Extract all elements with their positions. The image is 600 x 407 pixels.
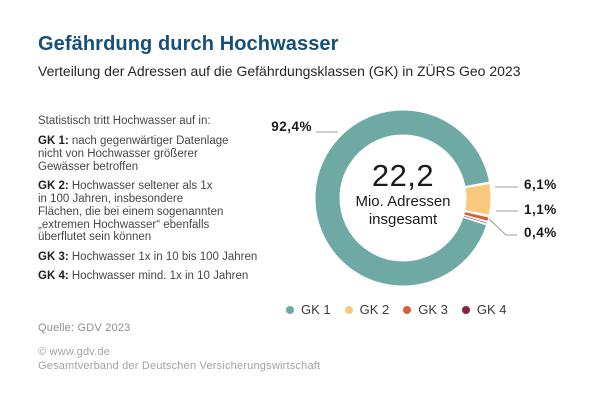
organization-name: Gesamtverband der Deutschen Versicherung… xyxy=(38,359,321,372)
description-gk1: GK 1: nach gegenwärtiger Datenlage nicht… xyxy=(38,135,270,173)
gk1-label: GK 1: xyxy=(38,135,69,148)
gk3-text: Hochwasser 1x in 10 bis 100 Jahren xyxy=(71,250,258,263)
total-label-line1: Mio. Adressen xyxy=(355,193,451,210)
description-gk4: GK 4: Hochwasser mind. 1x in 10 Jahren xyxy=(38,270,270,283)
donut-slice-gk1 xyxy=(315,110,489,286)
total-label-line2: insgesamt xyxy=(368,211,438,228)
donut-center-text: 22,2 Mio. Adressen insgesamt xyxy=(323,159,483,229)
legend-item-gk1: GK 1 xyxy=(286,302,331,317)
donut-arcs xyxy=(315,110,491,286)
gk1-text: nach gegenwärtiger Datenlage nicht von H… xyxy=(38,135,229,173)
chart-legend: GK 1 GK 2 GK 3 GK 4 xyxy=(286,302,507,317)
slice-label-gk3: 1,1% xyxy=(524,202,557,217)
legend-label-gk3: GK 3 xyxy=(418,302,448,317)
legend-item-gk4: GK 4 xyxy=(461,302,507,317)
page-subtitle: Verteilung der Adressen auf die Gefährdu… xyxy=(38,63,521,79)
copyright-note: © www.gdv.de Gesamtverband der Deutschen… xyxy=(38,346,320,374)
description-intro: Statistisch tritt Hochwasser auf in: xyxy=(38,115,211,127)
gk4-text: Hochwasser mind. 1x in 10 Jahren xyxy=(71,269,249,282)
legend-label-gk2: GK 2 xyxy=(359,302,390,317)
legend-dot-gk4-icon xyxy=(461,305,470,314)
legend-label-gk4: GK 4 xyxy=(476,302,507,317)
legend-dot-gk3-icon xyxy=(403,305,412,314)
source-note: Quelle: GDV 2023 xyxy=(38,322,131,334)
gk2-label: GK 2: xyxy=(38,180,69,193)
gk4-label: GK 4: xyxy=(38,269,69,282)
donut-slice-gk3 xyxy=(464,212,489,221)
gk3-label: GK 3: xyxy=(38,250,69,263)
legend-item-gk2: GK 2 xyxy=(344,302,390,317)
legend-dot-gk1-icon xyxy=(286,305,294,314)
total-value: 22,2 xyxy=(371,158,435,193)
description-gk2: GK 2: Hochwasser seltener als 1x in 100 … xyxy=(38,180,270,244)
description-panel: Statistisch tritt Hochwasser auf in: GK … xyxy=(38,115,270,289)
gk2-text: Hochwasser seltener als 1x in 100 Jahren… xyxy=(38,180,224,244)
page-title: Gefährdung durch Hochwasser xyxy=(38,33,339,55)
slice-label-gk4: 0,4% xyxy=(524,225,557,240)
copyright-url: © www.gdv.de xyxy=(38,346,111,358)
legend-dot-gk2-icon xyxy=(344,305,353,314)
slice-label-gk1: 92,4% xyxy=(271,119,312,134)
legend-item-gk3: GK 3 xyxy=(403,302,448,317)
slice-label-gk2: 6,1% xyxy=(524,177,557,192)
donut-slice-gk2 xyxy=(465,184,491,215)
description-gk3: GK 3: Hochwasser 1x in 10 bis 100 Jahren xyxy=(38,251,270,264)
legend-label-gk1: GK 1 xyxy=(301,302,331,317)
leader-line-gk4 xyxy=(488,218,517,236)
